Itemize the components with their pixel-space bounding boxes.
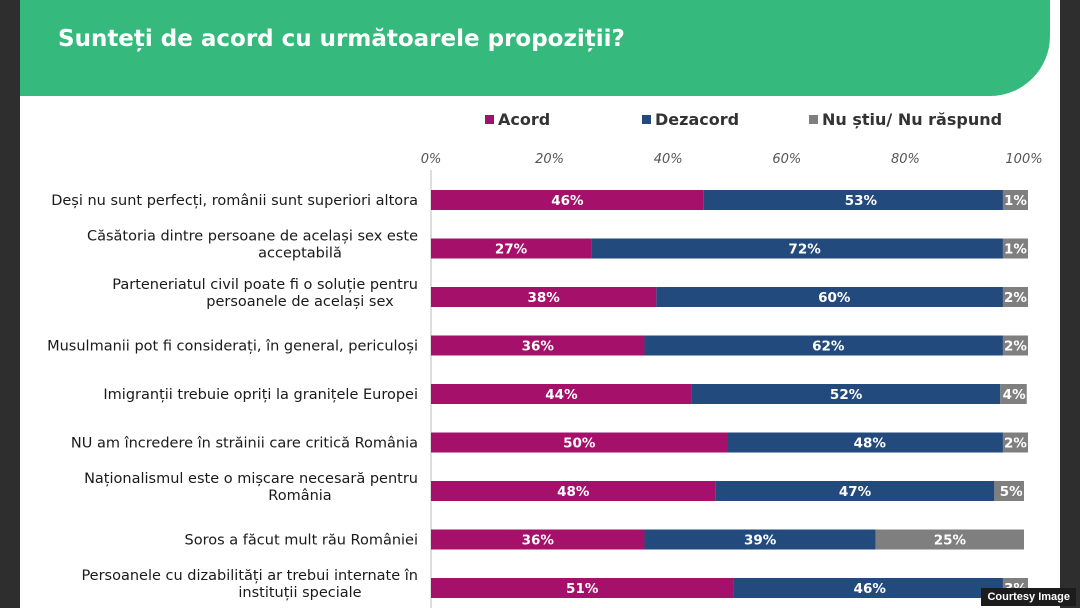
data-label: 46% xyxy=(551,193,584,209)
data-label: 72% xyxy=(788,242,821,258)
data-label: 2% xyxy=(1004,339,1027,355)
data-label-bg xyxy=(544,384,579,404)
data-label: 48% xyxy=(854,436,887,452)
data-label: 46% xyxy=(854,581,887,597)
data-label-bg xyxy=(520,529,555,550)
data-label: 52% xyxy=(830,387,863,403)
data-label-bg xyxy=(829,384,863,404)
data-label: 53% xyxy=(845,193,878,209)
category-label: Persoanele cu dizabilități ar trebui int… xyxy=(81,568,418,601)
x-tick-label: 20% xyxy=(535,152,564,167)
data-label: 44% xyxy=(545,387,578,403)
data-label-bg xyxy=(520,335,555,356)
data-label-bg xyxy=(1002,432,1028,453)
category-label: Soros a făcut mult rău României xyxy=(185,533,418,549)
data-label: 25% xyxy=(934,533,967,549)
stacked-bar-chart: 0% 20% 40% 60% 80% 100% Deși nu sunt perfecți,… xyxy=(47,152,1043,608)
data-label: 60% xyxy=(818,290,851,306)
data-label-bg xyxy=(565,578,600,598)
category-label: Musulmanii pot fi considerați, în genera… xyxy=(47,339,418,355)
legend-label-dezacord: Dezacord xyxy=(655,110,740,129)
data-label: 48% xyxy=(557,484,590,500)
data-label: 47% xyxy=(839,484,872,500)
legend-item-acord: Acord xyxy=(485,110,550,129)
data-label-bg xyxy=(743,529,778,550)
category-label: Deși nu sunt perfecți, românii sunt supe… xyxy=(51,193,418,209)
data-label: 36% xyxy=(522,533,555,549)
data-label-bg xyxy=(811,335,846,356)
data-label-bg xyxy=(526,287,561,307)
legend-swatch-dezacord xyxy=(642,115,651,124)
data-label: 1% xyxy=(1004,242,1027,258)
data-label-bg xyxy=(1001,384,1027,404)
x-tick-label: 40% xyxy=(654,152,683,167)
courtesy-label: Courtesy Image xyxy=(981,588,1076,606)
data-label: 27% xyxy=(495,242,528,258)
data-label: 38% xyxy=(528,290,561,306)
category-label: Căsătoria dintre persoane de același sex… xyxy=(87,229,418,262)
category-label: Naționalismul este o mișcare necesară pe… xyxy=(84,471,418,504)
header-banner: Sunteți de acord cu următoarele propoziț… xyxy=(20,0,1050,96)
data-label: 51% xyxy=(566,581,599,597)
category-label: Imigranții trebuie opriți la granițele E… xyxy=(103,387,418,403)
legend-label-acord: Acord xyxy=(498,110,551,129)
data-label: 4% xyxy=(1003,387,1026,403)
data-label-bg xyxy=(932,529,967,550)
data-label: 36% xyxy=(522,339,555,355)
data-label-bg xyxy=(1002,238,1028,259)
data-label-bg xyxy=(838,481,872,501)
data-label-bg xyxy=(1002,335,1028,356)
data-label-bg xyxy=(494,238,528,259)
data-label: 1% xyxy=(1004,193,1027,209)
x-tick-label: 0% xyxy=(421,152,442,167)
data-label-bg xyxy=(562,432,597,453)
data-label: 39% xyxy=(744,533,777,549)
data-label: 5% xyxy=(1000,484,1023,500)
data-label-bg xyxy=(550,190,585,210)
data-label-bg xyxy=(817,287,852,307)
data-label-bg xyxy=(1002,190,1028,210)
data-label: 50% xyxy=(563,436,596,452)
x-tick-label: 80% xyxy=(891,152,920,167)
x-tick-label: 100% xyxy=(1005,152,1042,167)
x-tick-label: 60% xyxy=(772,152,801,167)
data-label-bg xyxy=(852,432,887,453)
legend-item-dezacord: Dezacord xyxy=(642,110,739,129)
data-label: 2% xyxy=(1004,436,1027,452)
data-label-bg xyxy=(556,481,591,501)
legend-item-nustiu: Nu știu/ Nu răspund xyxy=(809,110,1002,129)
data-label-bg xyxy=(787,238,822,259)
legend-swatch-acord xyxy=(485,115,494,124)
slide: Sunteți de acord cu următoarele propoziț… xyxy=(20,0,1060,608)
data-label-bg xyxy=(998,481,1024,501)
data-label-bg xyxy=(844,190,878,210)
data-label: 2% xyxy=(1004,290,1027,306)
chart-title: Sunteți de acord cu următoarele propoziț… xyxy=(58,26,625,52)
data-label: 62% xyxy=(812,339,845,355)
data-label-bg xyxy=(1002,287,1028,307)
category-label: Parteneriatul civil poate fi o soluție p… xyxy=(112,277,418,310)
legend-swatch-nustiu xyxy=(809,115,818,124)
data-label-bg xyxy=(852,578,887,598)
category-label: NU am încredere în străinii care critică… xyxy=(71,436,418,452)
legend-label-nustiu: Nu știu/ Nu răspund xyxy=(822,110,1003,129)
